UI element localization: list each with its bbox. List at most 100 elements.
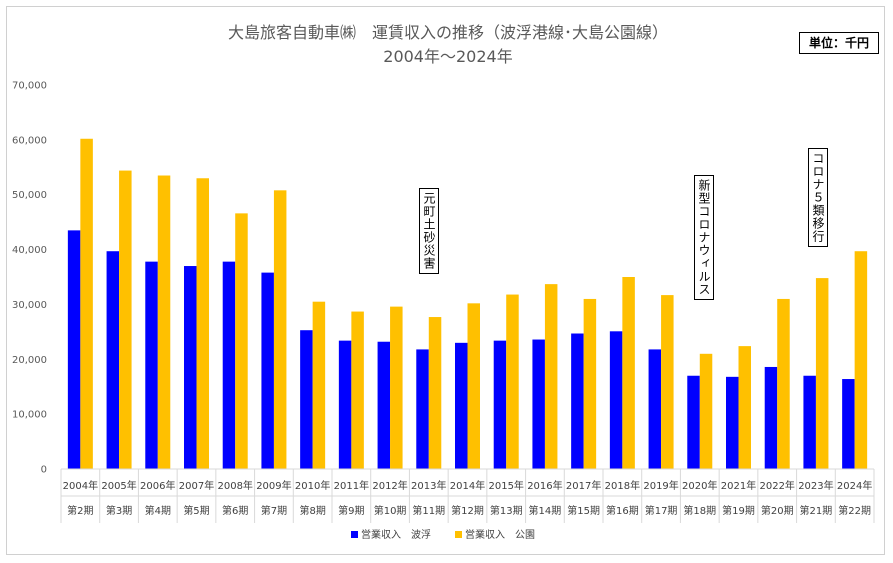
annotation-landslide: 元町土砂災害: [419, 188, 439, 274]
bar-park-2016年: [544, 284, 558, 469]
y-tick-label: 70,000: [12, 81, 47, 92]
x-tick-label-year: 2015年: [488, 479, 523, 492]
chart-subtitle: 2004年～2024年: [383, 47, 512, 66]
bar-park-2010年: [312, 301, 326, 469]
x-tick-label-year: 2009年: [256, 479, 291, 492]
x-tick-label-period: 第20期: [761, 504, 794, 517]
y-tick-label: 20,000: [12, 355, 47, 366]
bar-park-2004年: [80, 138, 93, 469]
x-tick-label-year: 2020年: [682, 479, 717, 492]
x-tick-label-year: 2011年: [334, 479, 369, 492]
y-tick-label: 0: [41, 465, 47, 476]
x-tick-label-period: 第5期: [183, 504, 209, 517]
bar-park-2017年: [583, 298, 597, 469]
x-tick-label-year: 2010年: [295, 479, 330, 492]
x-tick-label-year: 2004年: [63, 479, 98, 492]
x-tick-label-period: 第19期: [722, 504, 755, 517]
x-tick-label-year: 2018年: [605, 479, 640, 492]
unit-label: 単位：千円: [799, 32, 879, 54]
x-tick-label-period: 第14期: [529, 504, 562, 517]
bar-habu-2023年: [803, 375, 816, 469]
bar-park-2021年: [738, 346, 751, 469]
bar-park-2018年: [622, 277, 635, 469]
x-tick-label-year: 2024年: [837, 479, 872, 492]
bar-habu-2011年: [338, 340, 352, 469]
bar-habu-2022年: [764, 366, 778, 469]
legend-swatch-1: [455, 531, 462, 538]
y-axis: 0 10,000 20,000 30,000 40,000 50,000 60,000 70,…: [12, 81, 47, 476]
x-tick-label-period: 第7期: [261, 504, 287, 517]
bar-park-2022年: [777, 298, 790, 469]
x-tick-label-period: 第12期: [451, 504, 484, 517]
x-tick-label-year: 2022年: [759, 479, 794, 492]
annotation-covid-class5: コロナ５類移行: [808, 148, 828, 247]
y-tick-label: 50,000: [12, 190, 47, 201]
x-tick-label-year: 2021年: [721, 479, 756, 492]
x-tick-label-period: 第10期: [374, 504, 407, 517]
bar-habu-2017年: [571, 333, 584, 469]
bar-park-2009年: [273, 190, 287, 469]
bar-park-2015年: [506, 294, 519, 469]
x-tick-label-year: 2007年: [179, 479, 214, 492]
x-tick-label-period: 第8期: [299, 504, 325, 517]
y-tick-label: 60,000: [12, 135, 47, 146]
bar-park-2019年: [661, 295, 674, 469]
x-tick-label-year: 2014年: [450, 479, 485, 492]
x-tick-label-year: 2017年: [566, 479, 601, 492]
y-tick-label: 30,000: [12, 300, 47, 311]
x-tick-label-period: 第6期: [222, 504, 248, 517]
x-tick-label-period: 第13期: [490, 504, 523, 517]
bar-habu-2014年: [455, 342, 468, 469]
annotation-covid: 新型コロナウィルス: [694, 175, 714, 300]
bar-habu-2007年: [184, 266, 197, 469]
y-tick-label: 40,000: [12, 245, 47, 256]
bar-park-2012年: [390, 306, 403, 469]
bar-habu-2004年: [67, 230, 81, 469]
legend-swatch-0: [351, 531, 358, 538]
bar-habu-2008年: [222, 261, 236, 469]
bar-habu-2020年: [687, 375, 700, 469]
bar-habu-2024年: [842, 379, 855, 469]
x-tick-label-period: 第9期: [338, 504, 364, 517]
bar-park-2020年: [699, 353, 713, 469]
bar-habu-2010年: [300, 330, 313, 469]
bars: [67, 138, 868, 469]
x-tick-label-year: 2006年: [140, 479, 175, 492]
bar-park-2011年: [351, 311, 364, 469]
bar-park-2007年: [196, 178, 209, 469]
bar-park-2024年: [854, 251, 868, 469]
x-tick-label-year: 2013年: [411, 479, 446, 492]
bar-habu-2021年: [726, 376, 739, 469]
bar-habu-2015年: [493, 340, 507, 469]
bar-habu-2018年: [609, 331, 623, 469]
x-tick-label-period: 第3期: [106, 504, 132, 517]
bar-habu-2006年: [145, 261, 158, 469]
x-tick-label-year: 2016年: [527, 479, 562, 492]
bar-habu-2016年: [532, 339, 545, 469]
x-tick-label-period: 第18期: [683, 504, 716, 517]
legend-label-1: 営業収入 公園: [465, 528, 535, 541]
bar-habu-2012年: [377, 341, 391, 469]
x-tick-label-period: 第4期: [145, 504, 171, 517]
x-tick-label-period: 第21期: [800, 504, 833, 517]
bar-park-2023年: [815, 278, 829, 469]
bar-habu-2013年: [416, 349, 429, 469]
x-tick-label-year: 2008年: [217, 479, 252, 492]
y-tick-label: 10,000: [12, 410, 47, 421]
chart-title: 大島旅客自動車㈱ 運賃収入の推移（波浮港線･大島公園線）: [228, 23, 668, 42]
bar-park-2008年: [235, 213, 248, 469]
x-tick-label-year: 2005年: [101, 479, 136, 492]
x-tick-label-year: 2012年: [372, 479, 407, 492]
bar-habu-2019年: [648, 349, 662, 469]
bar-park-2006年: [157, 175, 171, 469]
x-tick-label-period: 第2期: [67, 504, 93, 517]
bar-park-2013年: [428, 317, 442, 469]
bar-habu-2005年: [106, 251, 120, 469]
x-tick-label-period: 第16期: [606, 504, 639, 517]
x-tick-label-period: 第17期: [645, 504, 678, 517]
bar-habu-2009年: [261, 272, 274, 469]
legend-label-0: 営業収入 波浮: [361, 528, 431, 541]
x-tick-label-period: 第11期: [412, 504, 445, 517]
